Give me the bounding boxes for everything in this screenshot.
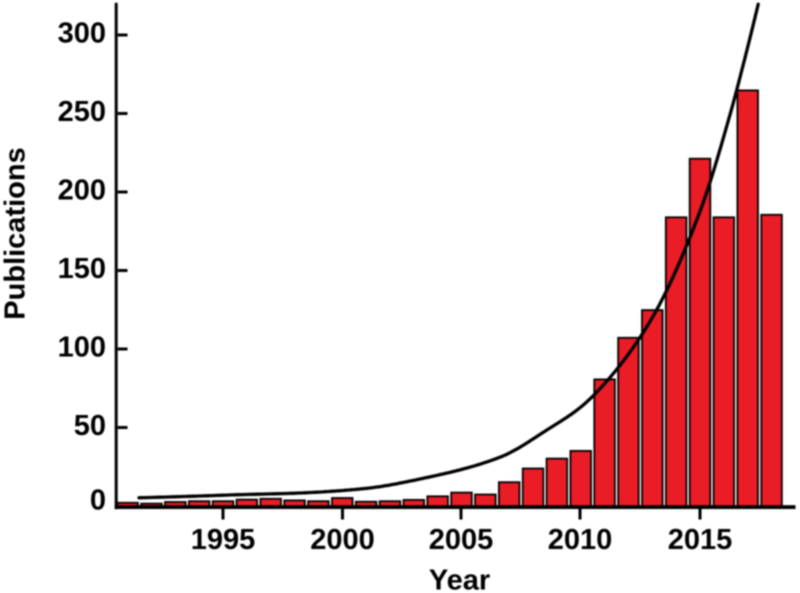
svg-text:2000: 2000 [310,524,375,556]
svg-text:100: 100 [58,332,106,364]
svg-text:2015: 2015 [668,524,733,556]
svg-text:50: 50 [74,410,106,442]
svg-text:Publications: Publications [0,147,32,319]
svg-text:1995: 1995 [191,524,256,556]
svg-text:2010: 2010 [548,524,613,556]
svg-text:2005: 2005 [429,524,494,556]
svg-text:250: 250 [58,96,106,128]
svg-text:Year: Year [429,565,490,593]
svg-text:300: 300 [58,18,106,50]
svg-text:150: 150 [58,253,106,285]
svg-text:200: 200 [58,175,106,207]
svg-text:0: 0 [90,485,106,517]
